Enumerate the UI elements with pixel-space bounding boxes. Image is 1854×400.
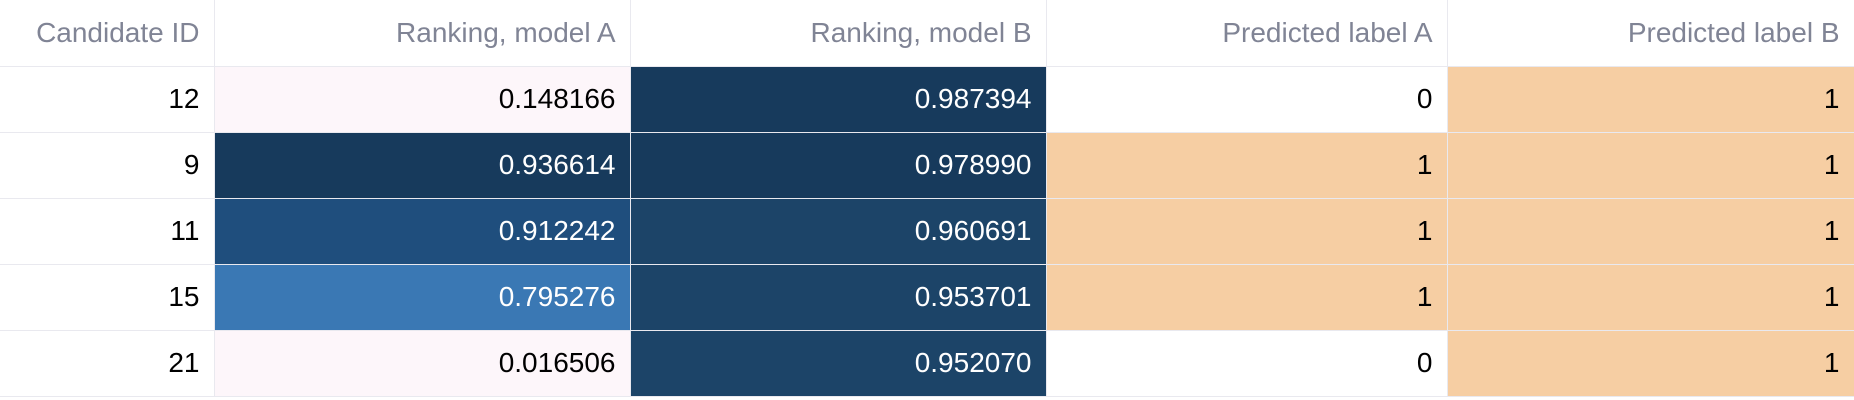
- cell-ranking-model-a[interactable]: 0.016506: [214, 330, 631, 397]
- cell-ranking-model-a[interactable]: 0.148166: [214, 66, 631, 133]
- cell-predicted-label-a[interactable]: 1: [1046, 264, 1448, 331]
- table-row: 11 0.912242 0.960691 1 1: [0, 198, 1854, 265]
- cell-candidate-id[interactable]: 21: [0, 330, 215, 397]
- table-row: 15 0.795276 0.953701 1 1: [0, 264, 1854, 331]
- column-header-predicted-label-b[interactable]: Predicted label B: [1447, 0, 1854, 67]
- cell-predicted-label-a[interactable]: 1: [1046, 198, 1448, 265]
- cell-candidate-id[interactable]: 12: [0, 66, 215, 133]
- cell-ranking-model-b[interactable]: 0.960691: [630, 198, 1047, 265]
- cell-predicted-label-a[interactable]: 0: [1046, 330, 1448, 397]
- cell-predicted-label-b[interactable]: 1: [1447, 264, 1854, 331]
- cell-predicted-label-b[interactable]: 1: [1447, 198, 1854, 265]
- cell-ranking-model-a[interactable]: 0.795276: [214, 264, 631, 331]
- cell-ranking-model-b[interactable]: 0.953701: [630, 264, 1047, 331]
- cell-predicted-label-b[interactable]: 1: [1447, 330, 1854, 397]
- cell-ranking-model-a[interactable]: 0.936614: [214, 132, 631, 199]
- table-row: 21 0.016506 0.952070 0 1: [0, 330, 1854, 397]
- cell-candidate-id[interactable]: 15: [0, 264, 215, 331]
- column-header-predicted-label-a[interactable]: Predicted label A: [1046, 0, 1448, 67]
- cell-ranking-model-b[interactable]: 0.987394: [630, 66, 1047, 133]
- table-row: 9 0.936614 0.978990 1 1: [0, 132, 1854, 199]
- cell-ranking-model-b[interactable]: 0.978990: [630, 132, 1047, 199]
- cell-ranking-model-a[interactable]: 0.912242: [214, 198, 631, 265]
- cell-predicted-label-a[interactable]: 0: [1046, 66, 1448, 133]
- header-row: Candidate ID Ranking, model A Ranking, m…: [0, 0, 1854, 67]
- cell-candidate-id[interactable]: 11: [0, 198, 215, 265]
- cell-ranking-model-b[interactable]: 0.952070: [630, 330, 1047, 397]
- table-row: 12 0.148166 0.987394 0 1: [0, 66, 1854, 133]
- cell-predicted-label-b[interactable]: 1: [1447, 132, 1854, 199]
- cell-predicted-label-a[interactable]: 1: [1046, 132, 1448, 199]
- column-header-ranking-model-b[interactable]: Ranking, model B: [630, 0, 1047, 67]
- cell-predicted-label-b[interactable]: 1: [1447, 66, 1854, 133]
- column-header-ranking-model-a[interactable]: Ranking, model A: [214, 0, 631, 67]
- cell-candidate-id[interactable]: 9: [0, 132, 215, 199]
- column-header-candidate-id[interactable]: Candidate ID: [0, 0, 215, 67]
